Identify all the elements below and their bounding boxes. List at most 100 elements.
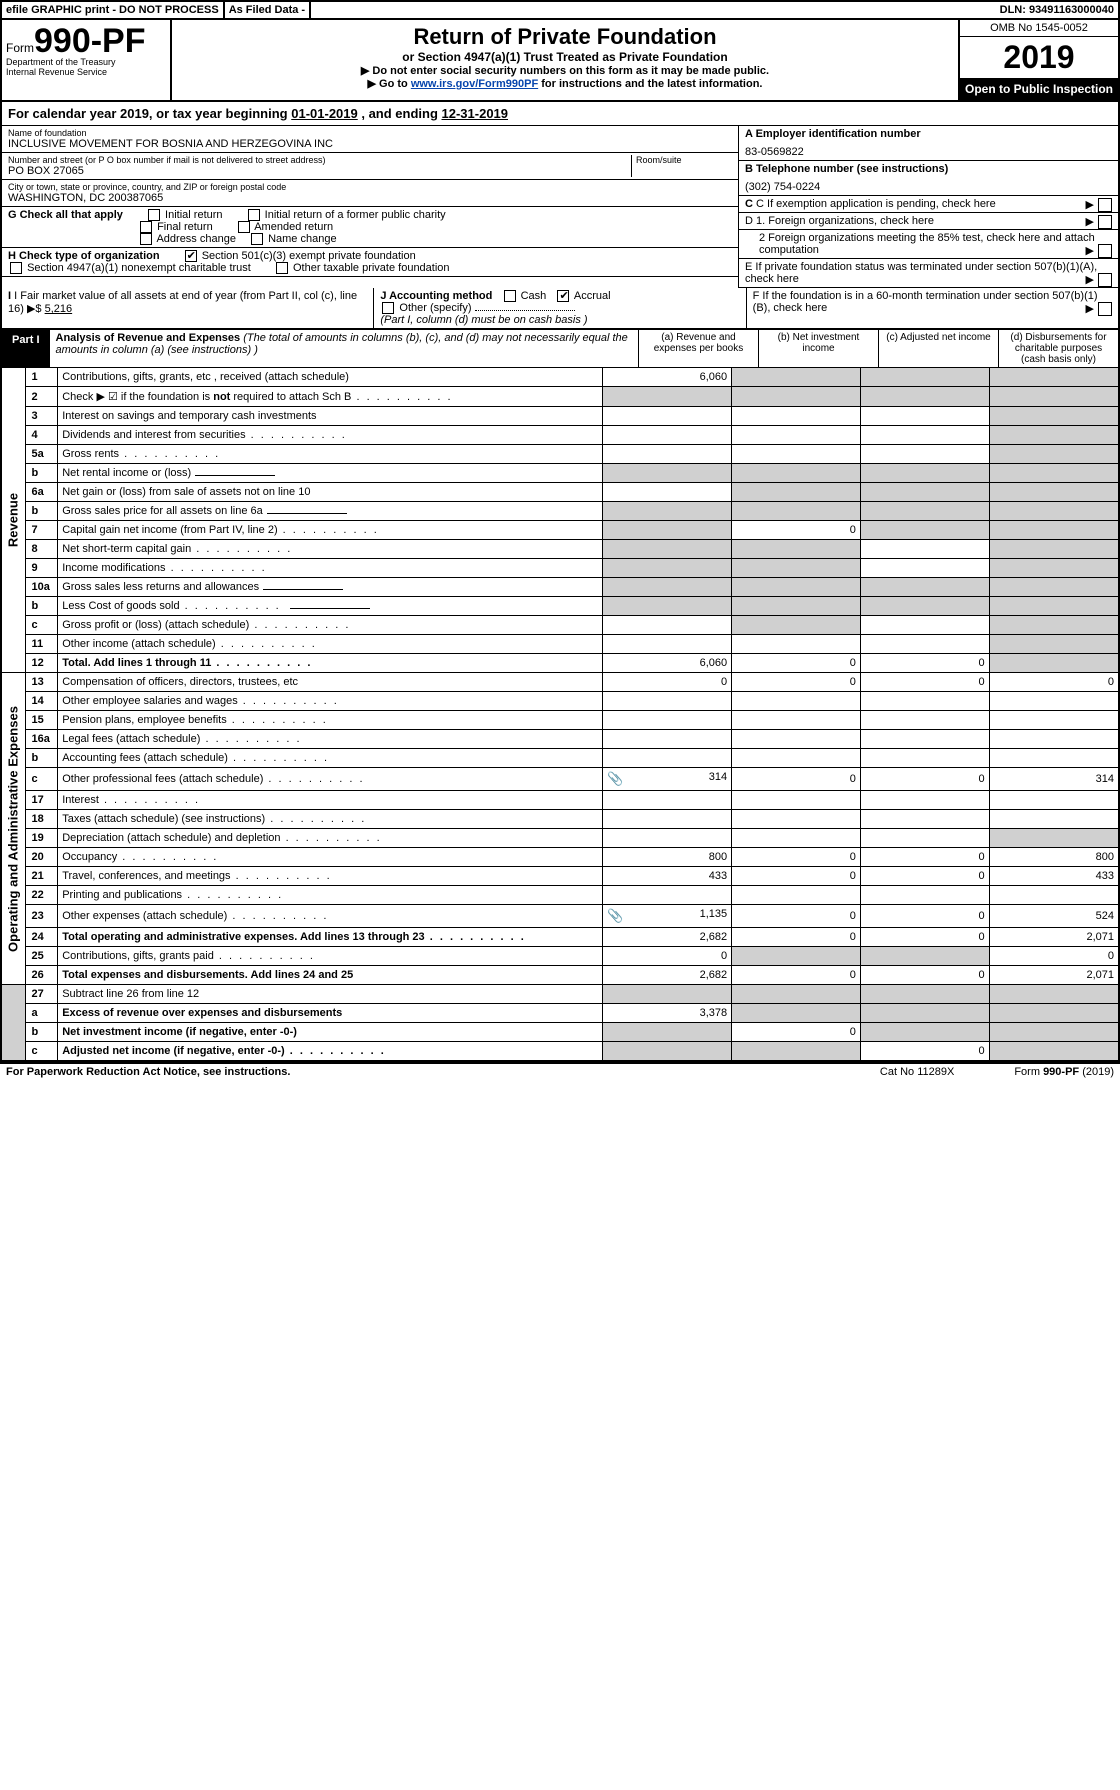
foundation-name-cell: Name of foundation INCLUSIVE MOVEMENT FO… xyxy=(2,126,738,153)
amt-col-d xyxy=(989,540,1118,559)
amt-col-a: 800 xyxy=(603,848,732,867)
row-label: Travel, conferences, and meetings xyxy=(58,867,603,886)
fmv-value: 5,216 xyxy=(45,303,73,315)
amt-col-c xyxy=(860,559,989,578)
amt-col-b xyxy=(732,616,861,635)
chk-amended-return[interactable] xyxy=(238,221,250,233)
amt-col-d xyxy=(989,886,1118,905)
amt-col-d: 314 xyxy=(989,768,1118,791)
amt-col-c: 0 xyxy=(860,848,989,867)
row-number: 20 xyxy=(26,848,58,867)
expenses-side-label: Operating and Administrative Expenses xyxy=(2,673,26,985)
chk-other-taxable[interactable] xyxy=(276,262,288,274)
amt-col-d: 2,071 xyxy=(989,928,1118,947)
amt-col-b xyxy=(732,711,861,730)
table-row: 9Income modifications xyxy=(26,559,1118,578)
row-label: Subtract line 26 from line 12 xyxy=(58,985,603,1004)
form-number: 990-PF xyxy=(34,22,146,60)
table-row: 3Interest on savings and temporary cash … xyxy=(26,407,1118,426)
as-filed-label: As Filed Data - xyxy=(225,2,311,18)
chk-cash[interactable] xyxy=(504,290,516,302)
chk-name-change[interactable] xyxy=(251,233,263,245)
form-note-1: ▶ Do not enter social security numbers o… xyxy=(176,64,954,77)
amt-col-d: 524 xyxy=(989,905,1118,928)
table-row: 10aGross sales less returns and allowanc… xyxy=(26,578,1118,597)
row-number: 21 xyxy=(26,867,58,886)
paperclip-icon[interactable] xyxy=(607,771,627,787)
ein-value: 83-0569822 xyxy=(745,140,1112,158)
table-row: 15Pension plans, employee benefits xyxy=(26,711,1118,730)
row-number: c xyxy=(26,768,58,791)
col-b-header: (b) Net investment income xyxy=(758,330,878,367)
irs-link[interactable]: www.irs.gov/Form990PF xyxy=(411,78,538,90)
row-label: Net gain or (loss) from sale of assets n… xyxy=(58,483,603,502)
amt-col-d: 0 xyxy=(989,947,1118,966)
e-cell: E If private foundation status was termi… xyxy=(739,259,1118,288)
table-row: cAdjusted net income (if negative, enter… xyxy=(26,1042,1118,1061)
amt-col-b xyxy=(732,1042,861,1061)
amt-col-a xyxy=(603,540,732,559)
row-label: Contributions, gifts, grants paid xyxy=(58,947,603,966)
amt-col-b xyxy=(732,1004,861,1023)
amt-col-c xyxy=(860,985,989,1004)
table-row: 1Contributions, gifts, grants, etc , rec… xyxy=(26,368,1118,387)
chk-accrual[interactable] xyxy=(557,290,569,302)
amt-col-c xyxy=(860,502,989,521)
revenue-table: 1Contributions, gifts, grants, etc , rec… xyxy=(26,368,1118,673)
amt-col-d xyxy=(989,1023,1118,1042)
chk-address-change[interactable] xyxy=(140,233,152,245)
row-number: 10a xyxy=(26,578,58,597)
row-number: 25 xyxy=(26,947,58,966)
amt-col-d xyxy=(989,654,1118,673)
amt-col-d: 800 xyxy=(989,848,1118,867)
row-label: Interest xyxy=(58,791,603,810)
chk-4947a1[interactable] xyxy=(10,262,22,274)
amt-col-d: 2,071 xyxy=(989,966,1118,985)
amt-col-c: 0 xyxy=(860,928,989,947)
amt-col-c xyxy=(860,597,989,616)
paperclip-icon[interactable] xyxy=(607,908,627,924)
chk-status-terminated[interactable] xyxy=(1098,273,1112,287)
top-row: efile GRAPHIC print - DO NOT PROCESS As … xyxy=(2,2,1118,20)
chk-exemption-pending[interactable] xyxy=(1098,198,1112,212)
chk-foreign-org[interactable] xyxy=(1098,215,1112,229)
table-row: 6aNet gain or (loss) from sale of assets… xyxy=(26,483,1118,502)
chk-85pct[interactable] xyxy=(1098,244,1112,258)
amt-col-a: 0 xyxy=(603,673,732,692)
cat-no: Cat No 11289X xyxy=(880,1066,954,1078)
amt-col-c: 0 xyxy=(860,905,989,928)
table-row: 21Travel, conferences, and meetings43300… xyxy=(26,867,1118,886)
form-prefix: Form xyxy=(6,41,34,55)
row-number: 2 xyxy=(26,387,58,407)
chk-501c3[interactable] xyxy=(185,250,197,262)
amt-col-a: 1,135 xyxy=(603,905,732,928)
table-row: 18Taxes (attach schedule) (see instructi… xyxy=(26,810,1118,829)
chk-60month[interactable] xyxy=(1098,302,1112,316)
row-label: Pension plans, employee benefits xyxy=(58,711,603,730)
col-d-header: (d) Disbursements for charitable purpose… xyxy=(998,330,1118,367)
row-label: Total operating and administrative expen… xyxy=(58,928,603,947)
amt-col-c xyxy=(860,445,989,464)
col-c-header: (c) Adjusted net income xyxy=(878,330,998,367)
form-header: Form990-PF Department of the Treasury In… xyxy=(2,20,1118,102)
row-number: b xyxy=(26,1023,58,1042)
chk-final-return[interactable] xyxy=(140,221,152,233)
row-label: Less Cost of goods sold xyxy=(58,597,603,616)
table-row: 26Total expenses and disbursements. Add … xyxy=(26,966,1118,985)
amt-col-d xyxy=(989,692,1118,711)
amt-col-d xyxy=(989,559,1118,578)
amt-col-c xyxy=(860,886,989,905)
amt-col-d xyxy=(989,616,1118,635)
table-row: 12Total. Add lines 1 through 116,06000 xyxy=(26,654,1118,673)
chk-other-method[interactable] xyxy=(382,302,394,314)
amt-col-d xyxy=(989,502,1118,521)
row-number: 17 xyxy=(26,791,58,810)
amt-col-b xyxy=(732,692,861,711)
chk-initial-former[interactable] xyxy=(248,209,260,221)
form-ref: Form 990-PF (2019) xyxy=(1014,1066,1114,1078)
table-row: 19Depreciation (attach schedule) and dep… xyxy=(26,829,1118,848)
chk-initial-return[interactable] xyxy=(148,209,160,221)
page-footer: For Paperwork Reduction Act Notice, see … xyxy=(0,1063,1120,1080)
amt-col-b: 0 xyxy=(732,867,861,886)
amt-col-a xyxy=(603,1042,732,1061)
